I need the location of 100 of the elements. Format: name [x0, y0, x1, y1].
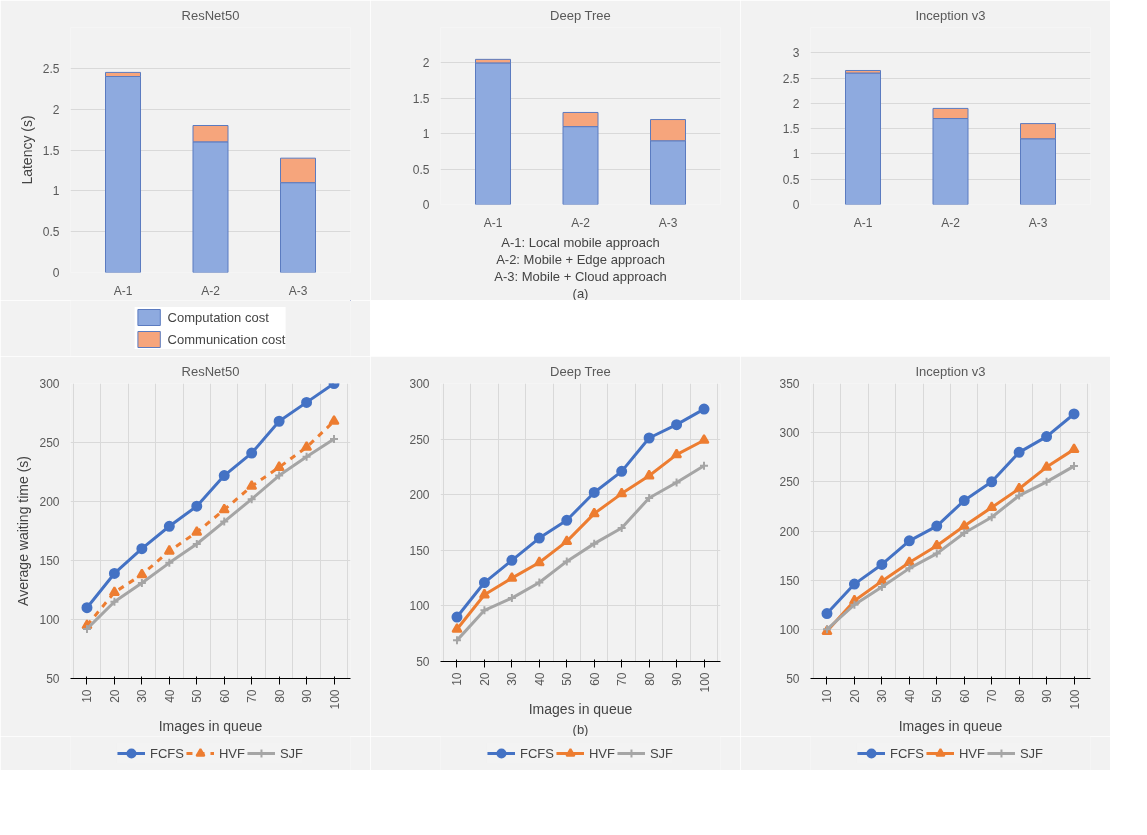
y-tick-label: 300	[409, 377, 430, 391]
point	[533, 556, 545, 567]
chart-title: Inception v3	[915, 7, 986, 23]
x-tick-label: 80	[272, 689, 287, 703]
x-tick-label: 40	[532, 672, 547, 686]
x-tick-label: A-1	[483, 215, 503, 230]
point	[191, 500, 203, 512]
y-tick-label: 200	[39, 495, 60, 509]
x-tick-label: 40	[902, 689, 917, 703]
point	[478, 577, 490, 589]
legend-label: HVF	[958, 745, 985, 761]
chart-title: Inception v3	[915, 363, 986, 379]
point	[218, 503, 230, 514]
point	[588, 507, 600, 518]
x-tick-label: 10	[450, 672, 465, 686]
point	[848, 578, 860, 590]
x-tick-label: 20	[847, 689, 862, 703]
y-tick-label: 1.5	[42, 143, 60, 158]
point	[301, 396, 313, 408]
y-tick-label: 0	[422, 198, 430, 212]
x-tick-label: 100	[697, 672, 712, 693]
x-tick-label: 40	[162, 689, 177, 703]
x-tick-label: 50	[560, 672, 575, 686]
x-tick-label: 100	[327, 689, 342, 710]
x-tick-label: 10	[80, 689, 95, 703]
point	[108, 586, 120, 596]
legend-label: HVF	[588, 745, 615, 761]
point	[643, 469, 655, 480]
point	[958, 495, 970, 507]
x-tick-label: 70	[615, 672, 630, 686]
point	[328, 415, 340, 425]
x-tick-label: A-1	[853, 215, 873, 230]
point	[561, 514, 573, 526]
point	[698, 403, 710, 415]
y-tick-label: 1	[422, 127, 430, 142]
y-tick-label: 300	[39, 377, 60, 391]
text: (b)	[572, 721, 589, 737]
x-tick-label: A-3	[658, 215, 678, 230]
y-tick-label: 250	[39, 436, 60, 450]
x-tick-label: 100	[1067, 689, 1082, 710]
y-axis-title: Latency (s)	[18, 115, 35, 185]
y-tick-label: 100	[779, 622, 800, 637]
x-axis-title: Images in queue	[528, 700, 633, 717]
point	[1068, 408, 1080, 420]
x-tick-label: 20	[477, 672, 492, 686]
y-tick-label: 2	[52, 102, 60, 117]
x-tick-label: 60	[217, 689, 232, 703]
y-tick-label: 1.5	[782, 122, 800, 137]
point	[616, 465, 628, 477]
point	[643, 432, 655, 444]
y-tick-label: 2	[792, 96, 800, 111]
point	[81, 602, 93, 614]
point	[108, 567, 120, 579]
legend-label: Computation cost	[167, 309, 269, 325]
point	[986, 501, 998, 511]
point	[1013, 482, 1025, 493]
point	[136, 568, 148, 579]
x-tick-label: 20	[107, 689, 122, 703]
text: A-2: Mobile + Edge approach	[496, 251, 665, 267]
point	[671, 448, 683, 459]
point	[163, 544, 175, 555]
x-tick-label: A-3	[288, 283, 308, 298]
point	[451, 611, 463, 623]
legend-label: SJF	[279, 745, 304, 761]
point	[698, 434, 710, 444]
point	[821, 608, 833, 620]
chart-title: Deep Tree	[550, 363, 611, 379]
x-tick-label: 70	[245, 689, 260, 703]
y-tick-label: 150	[409, 543, 430, 558]
legend-label: FCFS	[149, 745, 184, 761]
x-tick-label: 90	[300, 689, 315, 703]
y-tick-label: 350	[779, 377, 800, 391]
x-tick-label: 10	[820, 689, 835, 703]
bar	[845, 72, 881, 205]
bar	[475, 62, 511, 205]
x-tick-label: 60	[957, 689, 972, 703]
point	[1068, 443, 1080, 453]
point	[191, 525, 203, 536]
y-tick-label: 3	[792, 46, 800, 61]
y-tick-label: 100	[39, 613, 60, 627]
y-tick-label: 0.5	[42, 225, 60, 240]
point	[986, 476, 998, 488]
x-tick-label: A-2	[571, 215, 591, 230]
x-tick-label: 90	[670, 672, 685, 686]
legend-label: SJF	[649, 745, 674, 761]
x-tick-label: 30	[135, 689, 150, 703]
y-tick-label: 250	[779, 475, 800, 490]
y-tick-label: 300	[779, 426, 800, 441]
y-tick-label: 2	[422, 56, 430, 71]
y-tick-label: 150	[39, 554, 60, 568]
x-tick-label: 60	[587, 672, 602, 686]
y-tick-label: 50	[416, 655, 430, 669]
point	[1041, 460, 1053, 471]
chart-title: ResNet50	[181, 363, 240, 379]
point	[451, 623, 463, 633]
y-axis-title: Average waiting time (s)	[15, 456, 32, 606]
x-axis-title: Images in queue	[158, 717, 263, 734]
point	[246, 479, 258, 490]
point	[1013, 446, 1025, 458]
y-tick-label: 2.5	[782, 71, 800, 86]
